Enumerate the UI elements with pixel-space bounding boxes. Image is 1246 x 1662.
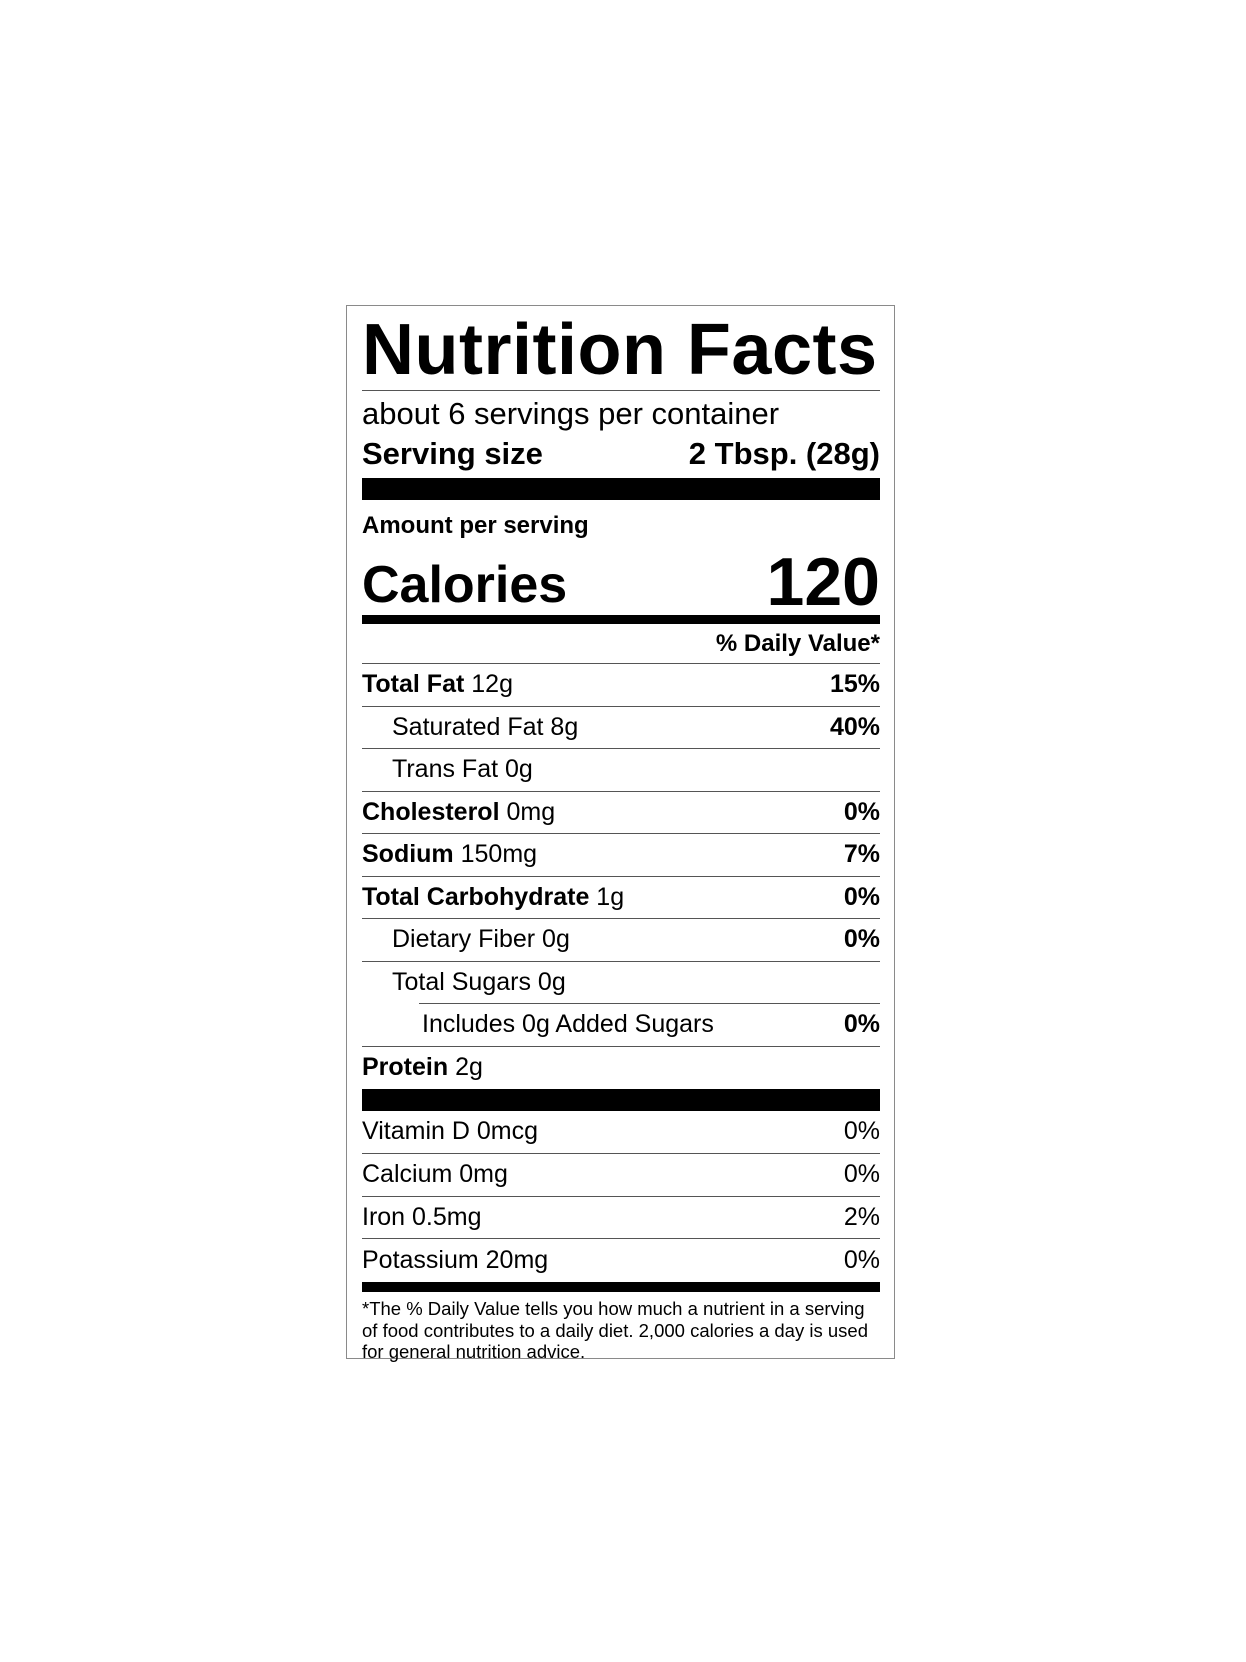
footnote: *The % Daily Value tells you how much a … xyxy=(362,1298,868,1362)
nutrient-dv: 7% xyxy=(843,840,880,869)
nutrient-row-total-fat: Total Fat 12g 15% xyxy=(362,664,880,707)
daily-value-header-text: % Daily Value* xyxy=(715,629,880,657)
nutrient-row-dietary-fiber: Dietary Fiber 0g 0% xyxy=(362,919,880,962)
nutrient-amount: 150mg xyxy=(460,840,538,869)
nutrient-row-protein: Protein 2g xyxy=(362,1047,880,1090)
nutrient-dv: 0% xyxy=(843,882,880,911)
daily-value-header: % Daily Value* xyxy=(362,624,880,664)
nutrient-name: Dietary Fiber 0g xyxy=(392,925,570,954)
vitamin-row-iron: Iron 0.5mg 2% xyxy=(362,1197,880,1240)
nutrient-name: Total Sugars 0g xyxy=(392,968,566,997)
nutrient-name: Cholesterol xyxy=(362,797,500,826)
nutrient-name: Trans Fat 0g xyxy=(392,755,533,784)
vitamin-row-vitamin-d: Vitamin D 0mcg 0% xyxy=(362,1111,880,1154)
vitamin-name: Vitamin D 0mcg xyxy=(362,1117,538,1146)
nutrient-row-cholesterol: Cholesterol 0mg 0% xyxy=(362,792,880,834)
nutrient-amount: 2g xyxy=(455,1053,483,1082)
vitamin-name: Calcium 0mg xyxy=(362,1160,508,1189)
calories-row: Calories 120 xyxy=(362,548,880,616)
nutrient-row-added-sugars: Includes 0g Added Sugars 0% xyxy=(362,1004,880,1047)
nutrient-name: Total Fat xyxy=(362,670,465,699)
divider-thick xyxy=(362,478,880,500)
nutrient-amount: 12g xyxy=(471,670,513,699)
calories-label: Calories xyxy=(362,556,568,614)
serving-size-label: Serving size xyxy=(362,436,543,471)
vitamin-row-potassium: Potassium 20mg 0% xyxy=(362,1239,880,1282)
label-title: Nutrition Facts xyxy=(362,306,880,391)
nutrient-name: Includes 0g Added Sugars xyxy=(422,1010,714,1039)
nutrient-dv: 0% xyxy=(843,925,880,954)
divider-medium xyxy=(362,615,880,624)
nutrient-name: Saturated Fat 8g xyxy=(392,712,579,741)
serving-size-row: Serving size 2 Tbsp. (28g) xyxy=(362,431,880,478)
vitamin-dv: 0% xyxy=(843,1246,880,1275)
nutrient-amount: 0mg xyxy=(506,797,556,826)
vitamin-name: Potassium 20mg xyxy=(362,1246,549,1275)
nutrient-row-trans-fat: Trans Fat 0g xyxy=(362,749,880,792)
nutrient-row-sodium: Sodium 150mg 7% xyxy=(362,834,880,877)
nutrient-name: Protein xyxy=(362,1053,449,1082)
nutrient-dv: 0% xyxy=(843,1010,880,1039)
nutrient-amount: 1g xyxy=(596,882,625,911)
servings-per-container: about 6 servings per container xyxy=(362,391,880,431)
amount-per-serving: Amount per serving xyxy=(362,512,589,539)
serving-size-value: 2 Tbsp. (28g) xyxy=(688,436,880,471)
vitamin-dv: 2% xyxy=(843,1202,880,1231)
nutrient-dv: 15% xyxy=(829,670,880,699)
nutrition-facts-label: Nutrition Facts about 6 servings per con… xyxy=(346,305,895,1362)
nutrient-name: Sodium xyxy=(362,840,454,869)
divider-thick xyxy=(362,1089,880,1111)
divider-medium xyxy=(362,1282,880,1292)
nutrient-name: Total Carbohydrate xyxy=(362,882,590,911)
calories-value: 120 xyxy=(766,544,880,620)
nutrient-dv: 40% xyxy=(829,712,880,741)
nutrient-row-total-carbohydrate: Total Carbohydrate 1g 0% xyxy=(362,877,880,919)
vitamin-row-calcium: Calcium 0mg 0% xyxy=(362,1154,880,1197)
servings-text: about 6 servings per container xyxy=(362,396,780,431)
vitamin-name: Iron 0.5mg xyxy=(362,1202,482,1231)
vitamin-dv: 0% xyxy=(843,1160,880,1189)
nutrient-dv: 0% xyxy=(843,797,880,826)
vitamin-dv: 0% xyxy=(843,1117,880,1146)
nutrient-row-total-sugars: Total Sugars 0g xyxy=(362,962,880,1005)
nutrient-row-saturated-fat: Saturated Fat 8g 40% xyxy=(362,707,880,749)
